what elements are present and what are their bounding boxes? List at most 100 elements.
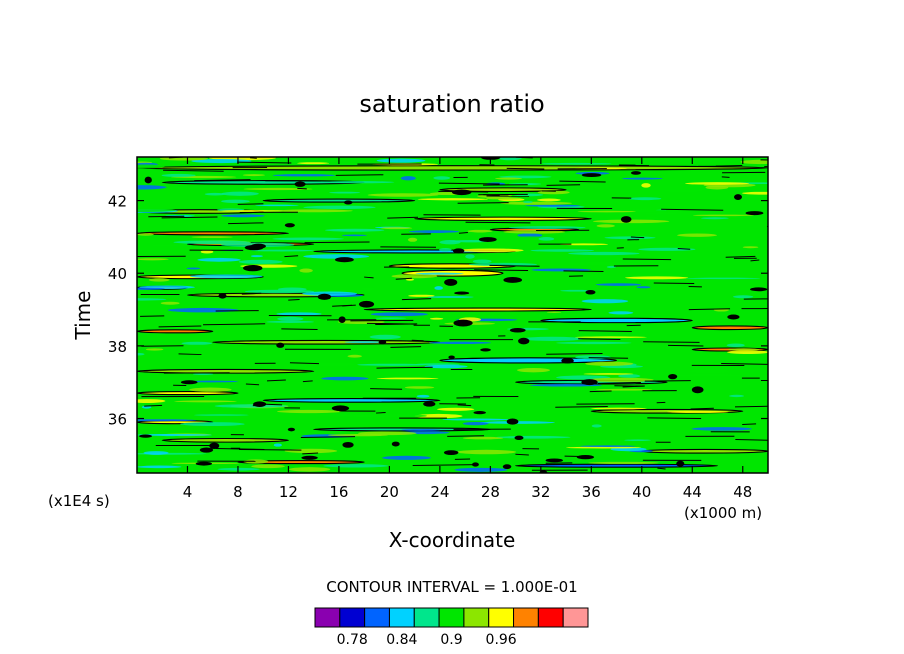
contour-line <box>578 338 621 340</box>
contour-speck <box>443 450 459 456</box>
texture-streak <box>485 197 521 200</box>
chart-title: saturation ratio <box>359 90 544 118</box>
contour-line <box>465 221 531 224</box>
contour-line <box>735 439 768 441</box>
saturation-field <box>137 157 768 473</box>
texture-streak <box>500 201 573 205</box>
contour-speck <box>668 373 678 380</box>
contour-line <box>457 404 472 407</box>
contour-speck <box>454 291 470 295</box>
texture-streak <box>437 407 475 411</box>
texture-streak <box>621 177 663 180</box>
contour-speck <box>218 293 227 299</box>
texture-streak <box>243 187 313 191</box>
y-tick-label: 38 <box>108 338 127 356</box>
contour-line <box>163 169 224 172</box>
texture-streak <box>325 228 385 232</box>
contour-speck <box>294 181 306 187</box>
texture-streak <box>433 176 451 180</box>
contour-line <box>161 216 218 219</box>
contour-speck <box>139 434 153 438</box>
texture-streak <box>583 373 634 375</box>
contour-speck <box>331 405 350 412</box>
field-band <box>641 448 768 454</box>
contour-line <box>506 167 545 170</box>
contour-speck <box>343 200 353 205</box>
contour-speck <box>287 427 295 432</box>
contour-speck <box>317 293 332 300</box>
texture-streak <box>465 254 475 259</box>
texture-streak <box>401 429 441 431</box>
field-band <box>691 325 768 331</box>
texture-streak <box>284 448 338 454</box>
contour-speck <box>585 289 596 295</box>
contour-speck <box>734 194 743 200</box>
texture-streak <box>701 217 729 220</box>
contour-speck <box>358 300 375 308</box>
contour-line <box>483 194 500 196</box>
texture-streak <box>560 289 593 292</box>
texture-streak <box>148 244 191 247</box>
texture-streak <box>602 242 674 245</box>
x-axis-ticks: 4 8 12 16 20 24 28 32 36 40 44 48 <box>183 157 752 501</box>
x-tick-label: 44 <box>683 483 702 501</box>
texture-streak <box>375 317 407 319</box>
texture-streak <box>204 192 226 196</box>
contour-line <box>304 241 370 244</box>
texture-streak <box>266 320 315 323</box>
contour-line <box>555 406 608 408</box>
texture-streak <box>255 204 299 207</box>
texture-streak <box>636 286 651 289</box>
texture-streak <box>275 209 353 213</box>
x-tick-label: 48 <box>733 483 752 501</box>
field-band <box>262 397 441 403</box>
texture-streak <box>677 233 718 237</box>
contour-line <box>653 282 695 284</box>
contour-line <box>148 215 185 218</box>
texture-streak <box>186 267 201 270</box>
texture-streak <box>302 291 358 296</box>
texture-streak <box>238 259 283 264</box>
texture-streak <box>429 341 492 345</box>
contour-line <box>677 247 691 250</box>
texture-streak <box>414 413 463 419</box>
contour-speck <box>509 327 526 333</box>
texture-streak <box>288 467 331 472</box>
texture-streak <box>579 445 637 447</box>
texture-streak <box>381 227 413 230</box>
texture-streak <box>297 162 330 165</box>
x-tick-label: 36 <box>582 483 601 501</box>
contour-speck <box>727 314 740 320</box>
colorbar-label: 0.78 <box>337 632 368 648</box>
colorbar-swatch <box>364 607 390 628</box>
contour-line <box>644 380 691 382</box>
texture-streak <box>369 334 401 340</box>
texture-streak <box>590 407 647 410</box>
contour-speck <box>473 410 486 415</box>
texture-streak <box>728 348 760 351</box>
contour-speck <box>478 237 497 242</box>
texture-streak <box>221 199 250 204</box>
field-band <box>363 307 592 312</box>
contour-line <box>144 404 163 407</box>
contour-line <box>743 298 768 300</box>
contour-line <box>578 330 632 333</box>
texture-streak <box>729 394 744 398</box>
texture-streak <box>517 233 543 238</box>
contour-line <box>289 362 319 365</box>
texture-streak <box>382 455 431 460</box>
texture-streak <box>566 446 642 449</box>
texture-streak <box>691 427 753 431</box>
texture-streak <box>220 210 283 212</box>
colorbar-swatch <box>562 607 589 628</box>
texture-streak <box>242 174 265 177</box>
texture-streak <box>370 312 428 317</box>
x-tick-label: 24 <box>430 483 449 501</box>
contour-line <box>457 202 509 204</box>
texture-streak <box>391 274 438 279</box>
y-axis-label: Time <box>71 291 95 341</box>
texture-streak <box>299 268 313 273</box>
contour-line <box>376 411 386 414</box>
contour-speck <box>284 223 295 228</box>
texture-streak <box>667 410 729 414</box>
